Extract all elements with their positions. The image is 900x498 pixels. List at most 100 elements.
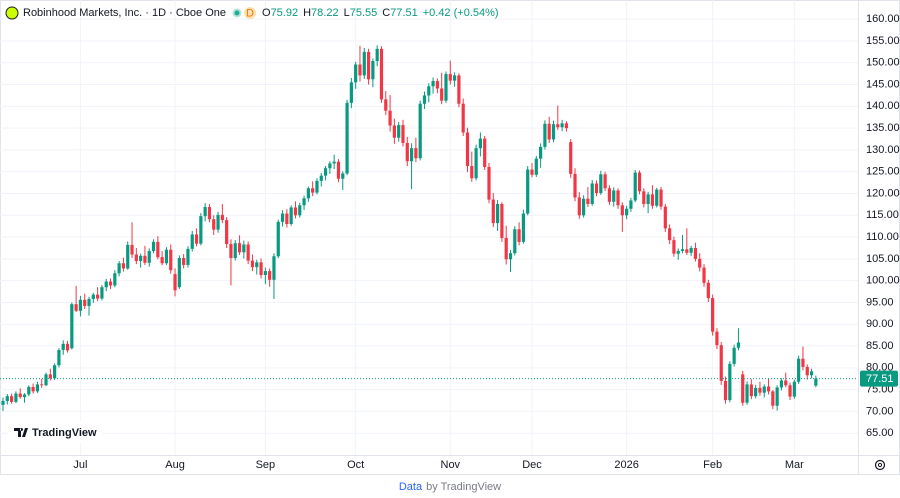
candle-body (625, 208, 629, 216)
candle-body (250, 260, 255, 268)
candle-body (220, 214, 224, 221)
candle-body (444, 74, 448, 101)
candle-body (22, 394, 27, 398)
candle-body (607, 188, 612, 202)
candle-body (91, 294, 95, 299)
candle-body (289, 207, 293, 225)
settings-icon[interactable] (874, 459, 886, 471)
candle-body (48, 374, 52, 379)
candle-body (771, 391, 775, 406)
candle-body (35, 384, 40, 392)
candle-body (577, 197, 581, 216)
candle-body (659, 189, 663, 207)
candle-body (779, 380, 784, 388)
candle-body (491, 199, 495, 224)
candle-body (134, 254, 138, 262)
candle-body (199, 216, 203, 244)
candle-body (547, 123, 551, 140)
candle-body (104, 281, 108, 288)
candle-body (642, 191, 646, 204)
ohlc-values: O75.92 H78.22 L75.55 C77.51 +0.42 (+0.54%) (262, 7, 499, 19)
candle-body (392, 125, 396, 138)
candle-body (629, 200, 633, 209)
candle-body (311, 188, 315, 193)
y-tick-label: 70.00 (866, 405, 894, 417)
x-tick-label: Feb (703, 459, 722, 471)
candle-body (741, 374, 745, 403)
candle-body (693, 247, 698, 259)
settings-gear[interactable] (874, 459, 886, 471)
candle-body (207, 207, 212, 220)
candle-body (74, 304, 78, 311)
candle-body (452, 75, 457, 81)
settings-gear-hub (877, 462, 883, 468)
candle-body (186, 248, 190, 265)
candle-body (715, 331, 719, 346)
candle-body (336, 161, 341, 179)
ohlc-letter: O (262, 7, 271, 19)
candle-body (646, 194, 650, 204)
candle-body (719, 345, 723, 381)
footer-link[interactable]: Data (399, 481, 423, 493)
candle-body (487, 166, 491, 200)
logo-text: TradingView (32, 427, 97, 439)
candle-body (371, 61, 375, 80)
candle-body (18, 393, 22, 398)
candle-body (805, 366, 809, 376)
x-tick-label: 2026 (614, 459, 638, 471)
candle-body (534, 158, 538, 175)
candle-body (582, 198, 586, 216)
candle-body (405, 142, 409, 162)
candle-body (431, 81, 435, 87)
candle-body (543, 123, 547, 147)
candle-body (375, 48, 379, 62)
candle-body (14, 393, 18, 402)
candle-body (758, 387, 762, 393)
candle-body (586, 198, 590, 204)
candle-body (418, 103, 422, 159)
candle-body (31, 387, 35, 392)
candle-body (366, 51, 371, 80)
candle-body (797, 358, 801, 382)
candle-body (341, 173, 345, 179)
x-tick-label: Jul (73, 459, 87, 471)
candle-body (784, 380, 788, 386)
candle-body (397, 125, 401, 138)
candle-body (560, 123, 564, 128)
candle-body (526, 169, 530, 214)
candle-body (315, 180, 319, 193)
y-tick-label: 155.00 (866, 35, 900, 47)
y-tick-label: 135.00 (866, 122, 900, 134)
candle-body (508, 253, 513, 260)
candle-body (663, 206, 667, 229)
candle-body (323, 168, 328, 176)
candle-body (229, 244, 233, 259)
candle-body (668, 228, 672, 241)
candle-body (156, 241, 160, 258)
candle-body (655, 189, 659, 206)
y-tick-label: 110.00 (866, 231, 899, 243)
candle-body (470, 166, 474, 179)
candle-body (70, 304, 74, 349)
candle-body (306, 188, 310, 199)
candle-body (302, 198, 306, 206)
candle-body (96, 294, 100, 299)
candle-body (745, 384, 749, 403)
y-tick-label: 95.00 (866, 296, 894, 308)
candle-body (61, 343, 65, 350)
y-tick-label: 150.00 (866, 57, 900, 69)
candle-body (194, 234, 199, 244)
candle-body (130, 244, 134, 255)
candle-body (268, 271, 272, 280)
candle-body (676, 251, 680, 254)
candle-body (603, 174, 607, 189)
candle-body (233, 243, 237, 259)
symbol-title: Robinhood Markets, Inc. · 1D · Cboe One (23, 7, 226, 19)
candle-body (762, 386, 766, 393)
candle-body (650, 194, 655, 206)
candle-body (792, 381, 796, 397)
candle-body (65, 343, 70, 351)
candle-body (517, 229, 521, 242)
y-tick-label: 130.00 (866, 144, 900, 156)
